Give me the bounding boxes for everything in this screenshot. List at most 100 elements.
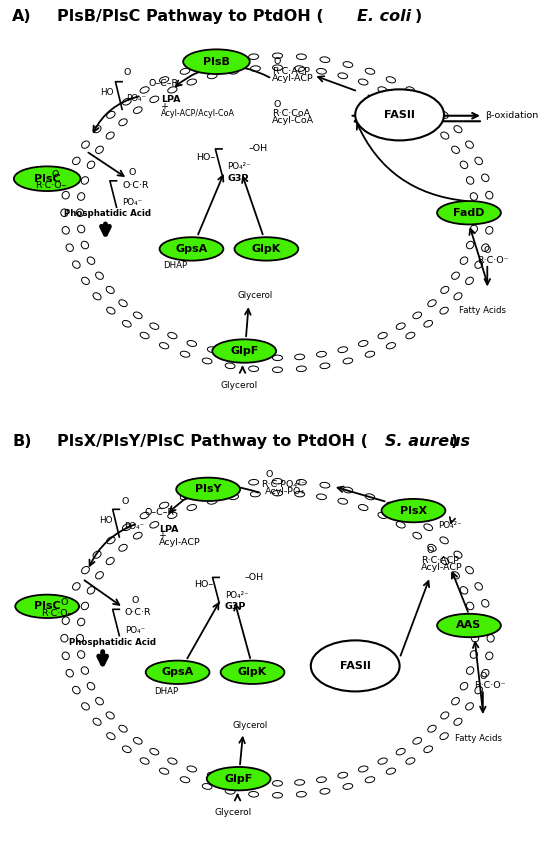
Text: Glycerol: Glycerol [238, 291, 273, 300]
Text: S. aureus: S. aureus [385, 434, 470, 449]
Ellipse shape [452, 572, 460, 579]
Text: HO: HO [99, 516, 113, 525]
Ellipse shape [14, 167, 80, 191]
Ellipse shape [106, 132, 114, 139]
Ellipse shape [123, 321, 131, 327]
Ellipse shape [466, 241, 474, 248]
Ellipse shape [145, 660, 210, 684]
Ellipse shape [73, 261, 80, 268]
Text: O: O [479, 671, 487, 681]
Ellipse shape [486, 226, 493, 234]
Ellipse shape [159, 343, 169, 349]
Ellipse shape [460, 586, 468, 594]
Text: Ö–C–R: Ö–C–R [144, 508, 174, 517]
Ellipse shape [81, 177, 89, 185]
Ellipse shape [180, 68, 190, 74]
Ellipse shape [119, 725, 127, 732]
Ellipse shape [386, 77, 396, 83]
Ellipse shape [87, 161, 95, 168]
Ellipse shape [475, 157, 482, 164]
Ellipse shape [338, 73, 347, 78]
Ellipse shape [406, 87, 415, 94]
Text: O: O [128, 168, 136, 178]
Ellipse shape [119, 545, 127, 551]
Ellipse shape [106, 712, 114, 719]
Text: PO₄²⁻: PO₄²⁻ [438, 521, 462, 530]
Ellipse shape [225, 483, 235, 488]
Text: Acyl-ACP: Acyl-ACP [159, 538, 201, 547]
Ellipse shape [123, 99, 131, 105]
Ellipse shape [482, 244, 489, 252]
Ellipse shape [486, 191, 493, 199]
Ellipse shape [316, 777, 326, 783]
Ellipse shape [273, 792, 282, 798]
Ellipse shape [160, 237, 223, 260]
Text: Fatty Acids: Fatty Acids [460, 306, 506, 315]
Ellipse shape [441, 132, 449, 139]
Ellipse shape [107, 111, 115, 118]
Text: PlsY: PlsY [195, 484, 221, 494]
Ellipse shape [87, 257, 95, 265]
Text: HO–: HO– [195, 580, 214, 589]
Ellipse shape [295, 491, 305, 497]
Text: Glycerol: Glycerol [232, 721, 268, 730]
Ellipse shape [482, 599, 489, 607]
Ellipse shape [140, 512, 149, 519]
Ellipse shape [466, 177, 474, 185]
Ellipse shape [150, 522, 159, 528]
Ellipse shape [428, 725, 436, 732]
Ellipse shape [295, 354, 305, 360]
Text: G3P: G3P [225, 602, 246, 611]
Ellipse shape [225, 57, 235, 62]
Ellipse shape [441, 712, 449, 719]
Ellipse shape [296, 479, 306, 485]
Text: PlsX: PlsX [400, 505, 427, 516]
Ellipse shape [470, 618, 477, 625]
Text: Phosphatidic Acid: Phosphatidic Acid [64, 209, 151, 218]
Ellipse shape [180, 494, 190, 500]
Ellipse shape [78, 651, 85, 659]
Text: Acyl-ACP/Acyl-CoA: Acyl-ACP/Acyl-CoA [161, 109, 235, 118]
Text: FASII: FASII [384, 110, 415, 120]
Ellipse shape [482, 174, 489, 181]
Text: R·C̈·O–: R·C̈·O– [41, 608, 72, 618]
Text: R·C̈·O⁻: R·C̈·O⁻ [475, 682, 506, 690]
Ellipse shape [273, 65, 282, 71]
Text: Acyl-CoA: Acyl-CoA [272, 116, 314, 125]
Ellipse shape [466, 666, 474, 674]
Text: FASII: FASII [340, 661, 371, 671]
Text: +: + [161, 102, 169, 111]
Ellipse shape [150, 749, 159, 755]
Ellipse shape [62, 191, 69, 199]
Ellipse shape [413, 738, 422, 744]
Ellipse shape [273, 490, 282, 496]
Ellipse shape [73, 687, 80, 694]
Ellipse shape [225, 363, 235, 368]
Text: O·C̈·R: O·C̈·R [125, 608, 152, 617]
Ellipse shape [208, 499, 217, 504]
Text: O: O [52, 169, 59, 179]
Ellipse shape [249, 791, 259, 797]
Ellipse shape [133, 107, 142, 113]
Text: PO₄²⁻: PO₄²⁻ [228, 163, 251, 171]
Text: PO₄⁻: PO₄⁻ [125, 626, 145, 635]
Ellipse shape [320, 363, 330, 368]
Ellipse shape [470, 192, 477, 200]
Ellipse shape [187, 766, 196, 772]
Ellipse shape [273, 367, 282, 373]
Ellipse shape [470, 226, 477, 233]
Ellipse shape [320, 789, 330, 794]
Ellipse shape [428, 119, 436, 126]
Ellipse shape [359, 79, 368, 85]
Ellipse shape [487, 635, 495, 642]
Ellipse shape [338, 499, 347, 504]
Ellipse shape [106, 287, 114, 294]
Ellipse shape [296, 54, 306, 60]
Text: PlsC: PlsC [34, 602, 60, 611]
Ellipse shape [87, 586, 95, 594]
Ellipse shape [78, 618, 85, 625]
Ellipse shape [229, 777, 239, 783]
Text: +: + [159, 531, 167, 540]
Ellipse shape [406, 757, 415, 764]
Text: Acyl-PO₄: Acyl-PO₄ [265, 487, 305, 495]
